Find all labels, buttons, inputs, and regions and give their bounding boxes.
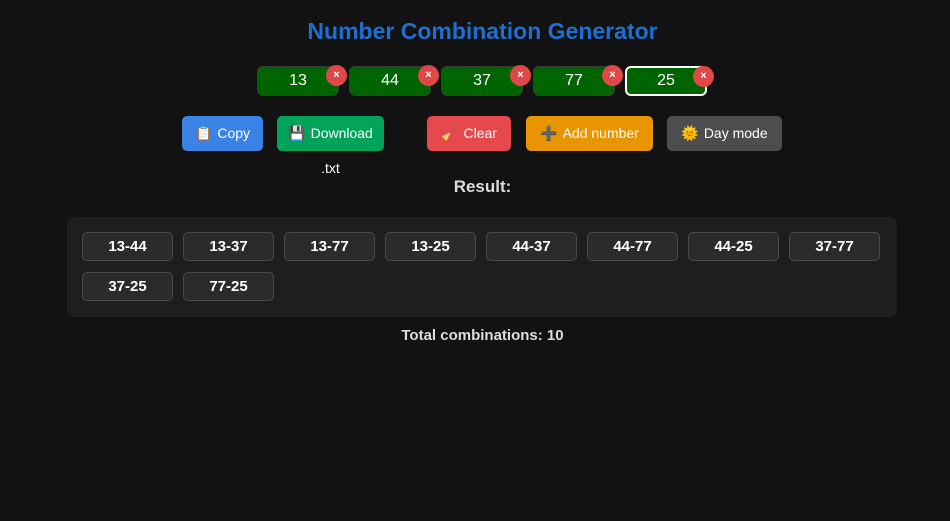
number-input[interactable]: 37 ×: [441, 65, 531, 96]
clipboard-icon: 📋: [194, 125, 213, 141]
combination-chip: 44-25: [688, 232, 779, 261]
number-value: 25: [657, 72, 675, 89]
button-label: Day mode: [703, 125, 768, 141]
number-value: 37: [473, 72, 491, 89]
button-label: Add number: [562, 125, 639, 141]
combination-chip: 37-77: [789, 232, 880, 261]
number-input[interactable]: 25 ×: [625, 66, 714, 96]
button-label: Copy: [217, 125, 251, 141]
remove-number-button[interactable]: ×: [602, 65, 623, 86]
remove-number-button[interactable]: ×: [418, 65, 439, 86]
sun-icon: 🌞: [681, 125, 699, 141]
remove-number-button[interactable]: ×: [510, 65, 531, 86]
remove-number-button[interactable]: ×: [326, 65, 347, 86]
number-value: 77: [565, 72, 583, 89]
combination-chip: 37-25: [82, 272, 173, 301]
combination-chip: 13-44: [82, 232, 173, 261]
result-box: 13-44 13-37 13-77 13-25 44-37 44-77 44-25 37-77…: [67, 217, 897, 317]
combination-chip: 13-77: [284, 232, 375, 261]
button-label: Clear: [463, 125, 497, 141]
button-label: Download .txt: [310, 125, 373, 176]
combination-chip: 13-25: [385, 232, 476, 261]
page-title: Number Combination Generator: [307, 18, 658, 44]
remove-number-button[interactable]: ×: [693, 66, 714, 87]
combination-chip: 13-37: [183, 232, 274, 261]
total-combinations: Total combinations: 10: [401, 327, 564, 344]
number-value: 13: [289, 72, 307, 89]
number-input[interactable]: 77 ×: [533, 65, 623, 96]
combination-chip: 44-37: [486, 232, 577, 261]
number-value: 44: [381, 72, 399, 89]
copy-button[interactable]: 📋 Copy: [182, 116, 263, 151]
result-label: Result:: [453, 177, 512, 196]
combination-chip: 44-77: [587, 232, 678, 261]
number-input[interactable]: 13 ×: [257, 65, 347, 96]
combination-chip: 77-25: [183, 272, 274, 301]
day-mode-button[interactable]: 🌞 Day mode: [667, 116, 782, 151]
clear-button[interactable]: 🧹 Clear: [427, 116, 511, 151]
broom-icon: 🧹: [441, 125, 459, 141]
plus-icon: ➕: [540, 125, 558, 141]
floppy-disk-icon: 💾: [288, 125, 306, 141]
add-number-button[interactable]: ➕ Add number: [526, 116, 653, 151]
number-input[interactable]: 44 ×: [349, 65, 439, 96]
download-button[interactable]: 💾 Download .txt: [277, 116, 384, 176]
